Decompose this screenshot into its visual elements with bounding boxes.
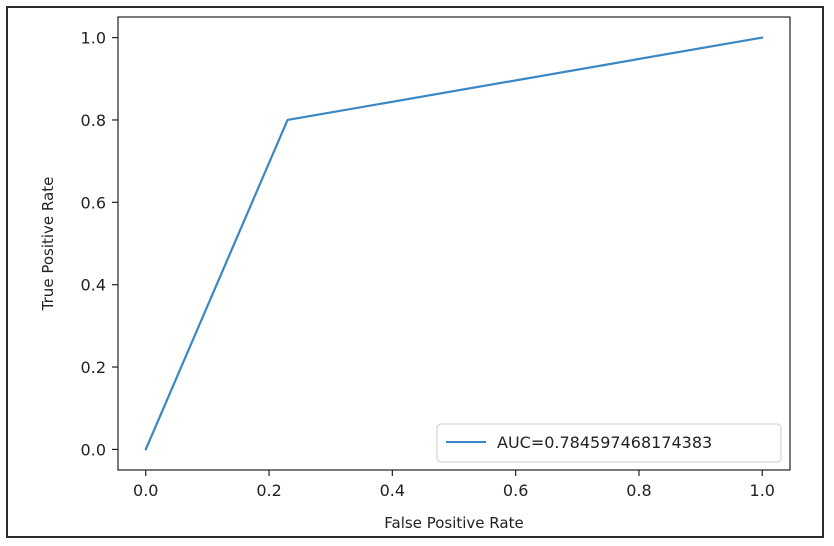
y-tick-label: 1.0 — [81, 29, 106, 48]
y-axis: 0.0 0.2 0.4 0.6 0.8 1.0 — [81, 29, 118, 459]
x-axis-label: False Positive Rate — [384, 514, 523, 532]
x-tick-label: 0.8 — [626, 481, 651, 500]
x-tick-label: 0.4 — [380, 481, 405, 500]
x-tick-label: 1.0 — [750, 481, 775, 500]
legend-entry-label: AUC=0.784597468174383 — [497, 433, 712, 452]
x-tick-label: 0.6 — [503, 481, 528, 500]
legend: AUC=0.784597468174383 — [436, 423, 782, 463]
x-tick-label: 0.0 — [133, 481, 158, 500]
x-tick-label: 0.2 — [256, 481, 281, 500]
y-tick-label: 0.2 — [81, 358, 106, 377]
x-axis: 0.0 0.2 0.4 0.6 0.8 1.0 — [133, 470, 775, 500]
series-layer — [144, 36, 764, 451]
plot-area — [117, 16, 791, 471]
legend-box — [436, 423, 782, 463]
y-tick-label: 0.4 — [81, 276, 106, 295]
y-tick-label: 0.6 — [81, 193, 106, 212]
y-tick-label: 0.8 — [81, 111, 106, 130]
y-axis-label: True Positive Rate — [39, 177, 57, 312]
roc-curve-line — [144, 36, 764, 451]
y-tick-label: 0.0 — [81, 440, 106, 459]
